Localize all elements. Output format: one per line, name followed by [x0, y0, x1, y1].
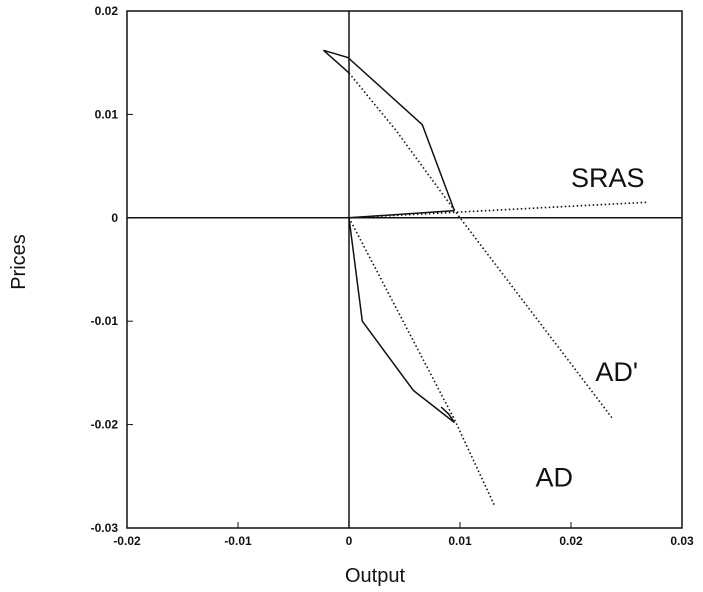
- y-tick-label: 0.01: [95, 107, 119, 121]
- curve-label-sras: SRAS: [571, 163, 645, 193]
- series-line-ad: [348, 217, 496, 506]
- x-axis-title: Output: [345, 565, 405, 587]
- tick-layer: -0.02 -0.01 0 0.01 0.02 0.03 0.02 0.01 0 -0.01 -0.…: [91, 4, 694, 548]
- y-tick-label: 0.02: [95, 4, 119, 18]
- x-tick-label: 0: [346, 534, 353, 548]
- x-tick-label: 0.03: [670, 534, 694, 548]
- plot-frame: [126, 10, 683, 529]
- x-tick-label: 0.02: [559, 534, 583, 548]
- y-tick-label: -0.03: [91, 521, 119, 535]
- x-tick-label: -0.01: [224, 534, 252, 548]
- curve-label-ad: AD: [535, 463, 573, 493]
- curve-label-ad-prime: AD': [595, 357, 638, 387]
- series-line-adjustment-path-5: [348, 217, 456, 424]
- series-line-sras: [348, 201, 647, 219]
- x-tick-label: 0.01: [448, 534, 472, 548]
- y-tick-label: -0.01: [91, 314, 119, 328]
- series-line-ad-prime: [348, 72, 614, 420]
- series-line-adjustment-path-3: [348, 209, 455, 219]
- y-tick-label: 0: [111, 211, 118, 225]
- series-layer: [323, 49, 647, 506]
- x-tick-label: -0.02: [113, 534, 141, 548]
- annotation-layer: SRAS AD' AD: [535, 163, 644, 493]
- series-line-adjustment-path-4: [323, 49, 456, 211]
- y-axis-title: Prices: [8, 234, 30, 290]
- y-tick-label: -0.02: [91, 418, 119, 432]
